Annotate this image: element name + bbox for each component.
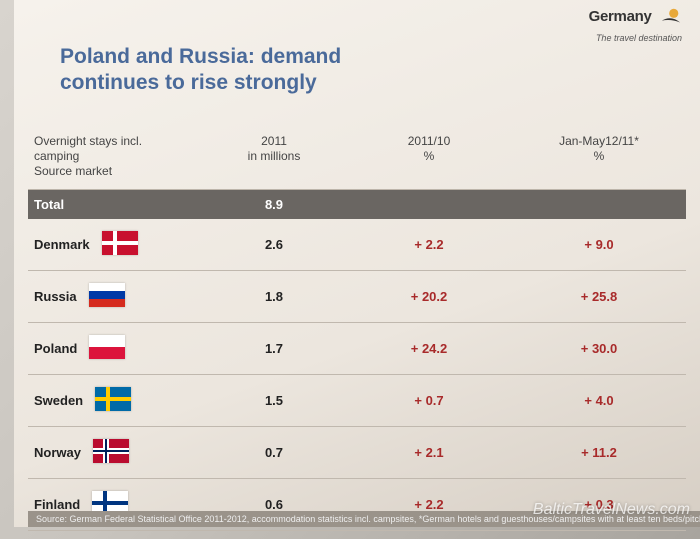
- pct1-cell: + 0.7: [344, 393, 514, 408]
- brand-name: Germany: [589, 8, 652, 25]
- total-value: 8.9: [204, 197, 344, 212]
- table-row: Sweden 1.5+ 0.7+ 4.0: [28, 375, 686, 427]
- header-col1: Overnight stays incl. camping Source mar…: [34, 134, 204, 179]
- total-label: Total: [34, 197, 204, 212]
- value-cell: 2.6: [204, 237, 344, 252]
- pct1-cell: + 2.2: [344, 237, 514, 252]
- slide: Germany The travel destination Poland an…: [14, 0, 700, 527]
- pct2-cell: + 4.0: [514, 393, 684, 408]
- pct2-cell: + 9.0: [514, 237, 684, 252]
- brand-logo: Germany The travel destination: [589, 6, 682, 46]
- pct1-cell: + 24.2: [344, 341, 514, 356]
- flag-icon: [95, 387, 131, 414]
- pct2-cell: + 30.0: [514, 341, 684, 356]
- flag-icon: [89, 335, 125, 362]
- pct1-cell: + 2.2: [344, 497, 514, 512]
- table-row: Denmark 2.6+ 2.2+ 9.0: [28, 219, 686, 271]
- country-name: Russia: [34, 289, 77, 304]
- country-name: Denmark: [34, 237, 90, 252]
- country-name: Norway: [34, 445, 81, 460]
- brand-mark-icon: [660, 6, 682, 28]
- value-cell: 1.5: [204, 393, 344, 408]
- country-name: Sweden: [34, 393, 83, 408]
- country-cell: Russia: [34, 283, 204, 310]
- flag-icon: [93, 439, 129, 466]
- header-col3: 2011/10 %: [344, 134, 514, 179]
- value-cell: 1.7: [204, 341, 344, 356]
- total-row: Total 8.9: [28, 190, 686, 219]
- country-cell: Denmark: [34, 231, 204, 258]
- header-col2: 2011 in millions: [204, 134, 344, 179]
- slide-title: Poland and Russia: demand continues to r…: [60, 44, 341, 97]
- value-cell: 0.6: [204, 497, 344, 512]
- value-cell: 0.7: [204, 445, 344, 460]
- header-col4: Jan-May12/11* %: [514, 134, 684, 179]
- country-cell: Norway: [34, 439, 204, 466]
- title-line1: Poland and Russia: demand: [60, 45, 341, 68]
- country-name: Finland: [34, 497, 80, 512]
- pct2-cell: + 11.2: [514, 445, 684, 460]
- brand-tagline: The travel destination: [596, 33, 682, 43]
- flag-icon: [102, 231, 138, 258]
- table-header: Overnight stays incl. camping Source mar…: [28, 128, 686, 190]
- pct1-cell: + 20.2: [344, 289, 514, 304]
- pct1-cell: + 2.1: [344, 445, 514, 460]
- value-cell: 1.8: [204, 289, 344, 304]
- table-row: Poland 1.7+ 24.2+ 30.0: [28, 323, 686, 375]
- country-cell: Poland: [34, 335, 204, 362]
- table-row: Russia 1.8+ 20.2+ 25.8: [28, 271, 686, 323]
- country-name: Poland: [34, 341, 77, 356]
- data-table: Overnight stays incl. camping Source mar…: [28, 128, 686, 531]
- pct2-cell: + 25.8: [514, 289, 684, 304]
- title-line2: continues to rise strongly: [60, 71, 317, 94]
- country-cell: Sweden: [34, 387, 204, 414]
- table-row: Norway 0.7+ 2.1+ 11.2: [28, 427, 686, 479]
- flag-icon: [89, 283, 125, 310]
- pct2-cell: + 0.3: [514, 497, 684, 512]
- footnote: Source: German Federal Statistical Offic…: [28, 511, 700, 527]
